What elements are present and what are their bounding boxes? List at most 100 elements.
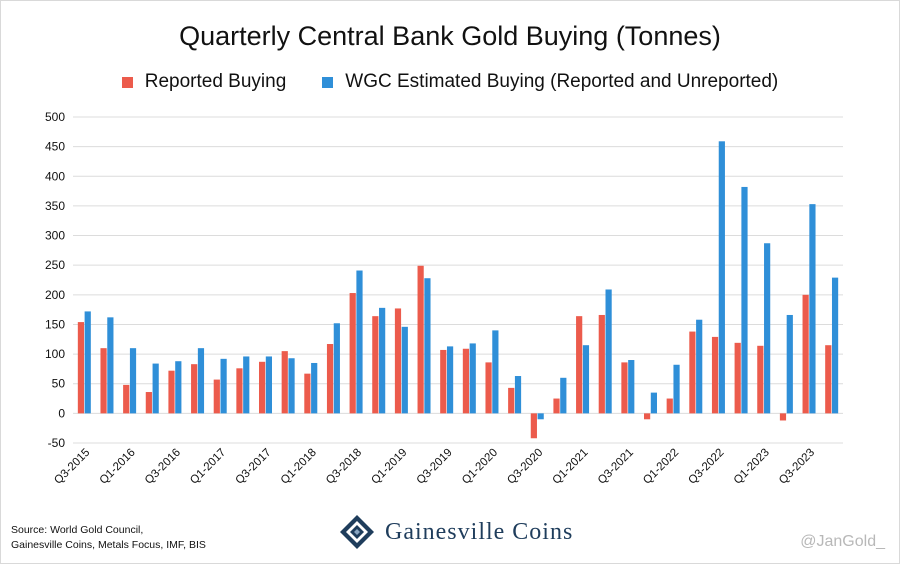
bar-estimated — [401, 326, 408, 414]
bar-estimated — [84, 311, 91, 414]
bar-reported — [666, 398, 673, 414]
bar-estimated — [333, 323, 340, 414]
bar-reported — [236, 368, 243, 414]
bar-reported — [281, 351, 288, 414]
bar-reported — [757, 345, 764, 414]
y-tick-label: 50 — [52, 377, 66, 391]
bar-reported — [145, 392, 152, 414]
bar-estimated — [107, 317, 114, 414]
bar-estimated — [492, 330, 499, 414]
bar-reported — [304, 373, 311, 414]
bar-estimated — [764, 243, 771, 414]
x-tick-label: Q1-2018 — [279, 447, 319, 487]
x-tick-label: Q3-2019 — [415, 447, 455, 487]
y-tick-label: 250 — [45, 258, 65, 272]
bar-estimated — [288, 358, 295, 414]
bar-reported — [734, 342, 741, 414]
bar-reported — [417, 265, 424, 414]
gainesville-coins-logo-icon — [340, 515, 374, 549]
bar-reported — [485, 362, 492, 414]
bar-reported — [326, 344, 334, 414]
bar-estimated — [582, 345, 590, 414]
chart-title: Quarterly Central Bank Gold Buying (Tonn… — [179, 21, 721, 51]
bar-reported — [77, 322, 85, 414]
bar-reported — [576, 316, 583, 414]
legend-label-reported: Reported Buying — [144, 71, 287, 92]
bar-reported — [100, 348, 107, 414]
y-tick-label: 400 — [45, 169, 65, 183]
bar-estimated — [152, 363, 159, 414]
x-tick-label: Q3-2018 — [324, 447, 364, 487]
x-tick-label: Q3-2017 — [233, 447, 273, 487]
bar-estimated — [605, 289, 612, 414]
bar-reported — [191, 364, 198, 414]
bar-estimated — [424, 278, 431, 414]
source-line-1: Source: World Gold Council, — [11, 524, 144, 536]
bar-estimated — [197, 348, 205, 414]
bar-reported — [372, 316, 379, 414]
legend-swatch-estimated — [322, 76, 334, 88]
bar-estimated — [243, 356, 250, 414]
bar-reported — [711, 336, 719, 414]
bar-reported — [123, 384, 130, 414]
bar-estimated — [356, 270, 363, 414]
bar-estimated — [786, 314, 793, 414]
bar-estimated — [220, 358, 227, 414]
legend-item-reported: Reported Buying — [121, 71, 287, 93]
bar-reported — [530, 413, 537, 439]
x-tick-label: Q1-2023 — [732, 447, 772, 487]
legend-swatch-reported — [121, 76, 133, 88]
bar-estimated — [650, 392, 657, 414]
y-tick-label: 200 — [45, 288, 65, 302]
y-tick-label: 100 — [45, 347, 65, 361]
y-tick-label: -50 — [48, 436, 66, 450]
bar-reported — [779, 413, 787, 421]
bar-estimated — [469, 343, 476, 414]
bar-estimated — [673, 364, 680, 414]
bar-reported — [621, 362, 628, 414]
bar-estimated — [628, 360, 635, 414]
bar-estimated — [265, 356, 272, 414]
y-tick-label: 350 — [45, 199, 65, 213]
source-note: Source: World Gold Council, Gainesville … — [11, 523, 206, 553]
bar-estimated — [560, 377, 567, 414]
x-tick-label: Q3-2015 — [52, 447, 92, 487]
bar-reported — [213, 379, 220, 414]
bar-reported — [553, 398, 560, 414]
bar-estimated — [311, 362, 318, 414]
bar-estimated — [379, 307, 386, 414]
bar-reported — [394, 308, 402, 414]
bar-estimated — [741, 186, 748, 414]
x-tick-label: Q3-2016 — [143, 447, 183, 487]
bar-reported — [349, 293, 356, 414]
x-tick-label: Q1-2021 — [551, 447, 591, 487]
x-tick-label: Q1-2022 — [641, 447, 681, 487]
bar-estimated — [831, 277, 839, 414]
bar-reported — [802, 294, 809, 414]
y-tick-label: 450 — [45, 140, 65, 154]
bar-estimated — [129, 348, 137, 414]
x-tick-label: Q3-2023 — [777, 447, 817, 487]
bar-reported — [689, 331, 696, 414]
y-tick-label: 0 — [58, 406, 65, 420]
x-tick-label: Q1-2020 — [460, 447, 500, 487]
bar-estimated — [446, 346, 454, 414]
legend-label-estimated: WGC Estimated Buying (Reported and Unrep… — [345, 71, 779, 92]
x-tick-label: Q1-2019 — [369, 447, 409, 487]
bar-estimated — [537, 413, 544, 420]
chart-legend: Reported Buying WGC Estimated Buying (Re… — [1, 71, 899, 93]
x-tick-label: Q1-2016 — [98, 447, 138, 487]
brand-logo: Gainesville Coins — [339, 514, 573, 550]
bar-estimated — [514, 376, 522, 414]
legend-item-estimated: WGC Estimated Buying (Reported and Unrep… — [322, 71, 778, 93]
bar-estimated — [175, 361, 182, 414]
x-tick-label: Q3-2021 — [596, 447, 636, 487]
bar-reported — [259, 361, 266, 414]
bar-chart: -50 0 50 100 150 200 250 300 350 400 450 500 Q3-2015… — [45, 110, 843, 487]
bar-reported — [598, 314, 605, 414]
y-tick-label: 300 — [45, 229, 65, 243]
x-tick-label: Q1-2017 — [188, 447, 228, 487]
bar-reported — [462, 348, 470, 414]
y-tick-label: 500 — [45, 110, 65, 124]
